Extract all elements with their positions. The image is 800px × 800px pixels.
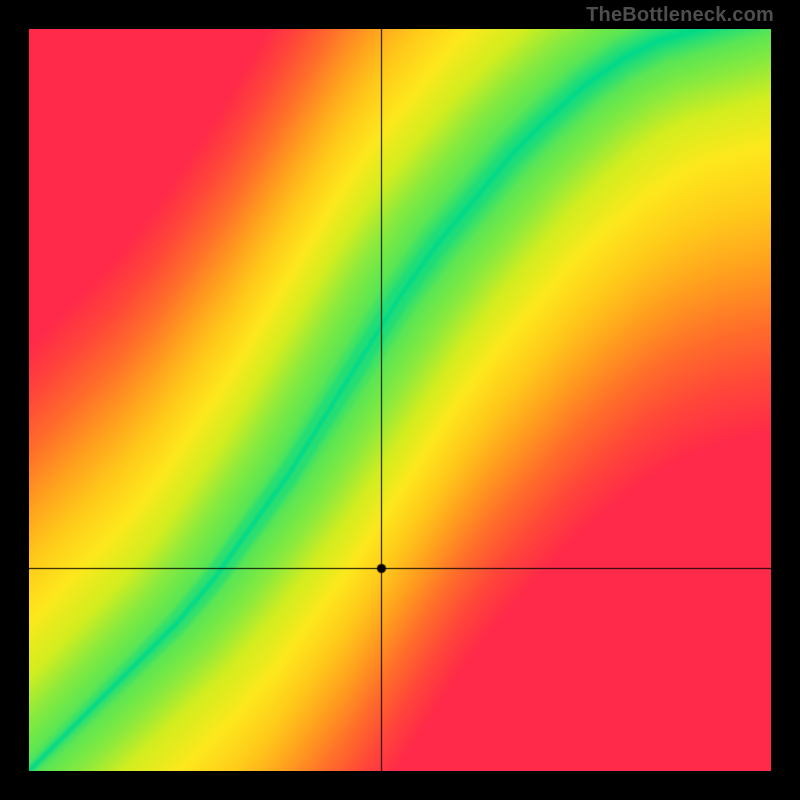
bottleneck-heatmap — [29, 29, 771, 771]
chart-container: TheBottleneck.com — [0, 0, 800, 800]
watermark-text: TheBottleneck.com — [586, 4, 774, 27]
